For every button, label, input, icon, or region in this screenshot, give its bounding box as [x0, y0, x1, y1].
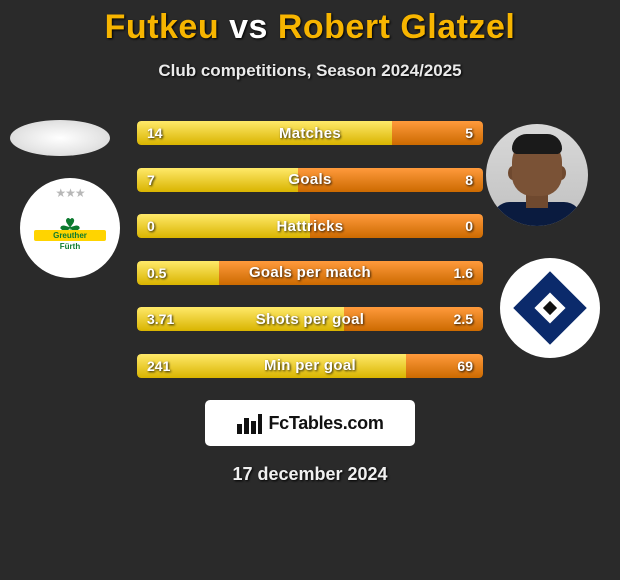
stat-row: Min per goal24169	[137, 354, 483, 378]
player2-club-badge	[500, 258, 600, 358]
stat-row: Shots per goal3.712.5	[137, 307, 483, 331]
stat-fill-right	[298, 168, 483, 192]
stat-fill-left	[137, 121, 392, 145]
stat-fill-right	[406, 354, 483, 378]
stat-fill-left	[137, 307, 344, 331]
player2-name: Robert Glatzel	[278, 8, 515, 46]
stat-fill-right	[219, 261, 483, 285]
vs-separator: vs	[229, 8, 268, 46]
player1-club-badge: ★★★ ☘ Greuther Fürth	[20, 178, 120, 278]
branding-badge: FcTables.com	[205, 400, 415, 446]
branding-text: FcTables.com	[268, 413, 383, 434]
stat-row: Goals78	[137, 168, 483, 192]
stat-fill-left	[137, 354, 406, 378]
stats-comparison: Matches145 Goals78 Hattricks00 Goals per ma…	[137, 121, 483, 378]
club-left-name-top: Greuther	[34, 230, 106, 241]
stat-fill-right	[392, 121, 483, 145]
player2-avatar	[486, 124, 588, 226]
player1-avatar	[10, 120, 110, 156]
stat-row: Hattricks00	[137, 214, 483, 238]
stat-fill-right	[344, 307, 483, 331]
club-left-stars-icon: ★★★	[55, 186, 84, 200]
club-left-name-bottom: Fürth	[34, 242, 106, 251]
club-right-diamond-icon	[513, 271, 587, 345]
branding-bars-icon	[236, 412, 262, 434]
stat-row: Matches145	[137, 121, 483, 145]
stat-fill-right	[310, 214, 483, 238]
stat-fill-left	[137, 168, 298, 192]
stat-fill-left	[137, 214, 310, 238]
comparison-title: Futkeu vs Robert Glatzel	[0, 0, 620, 47]
comparison-date: 17 december 2024	[0, 464, 620, 485]
stat-fill-left	[137, 261, 219, 285]
stat-row: Goals per match0.51.6	[137, 261, 483, 285]
player1-name: Futkeu	[105, 8, 219, 46]
comparison-subtitle: Club competitions, Season 2024/2025	[0, 61, 620, 81]
